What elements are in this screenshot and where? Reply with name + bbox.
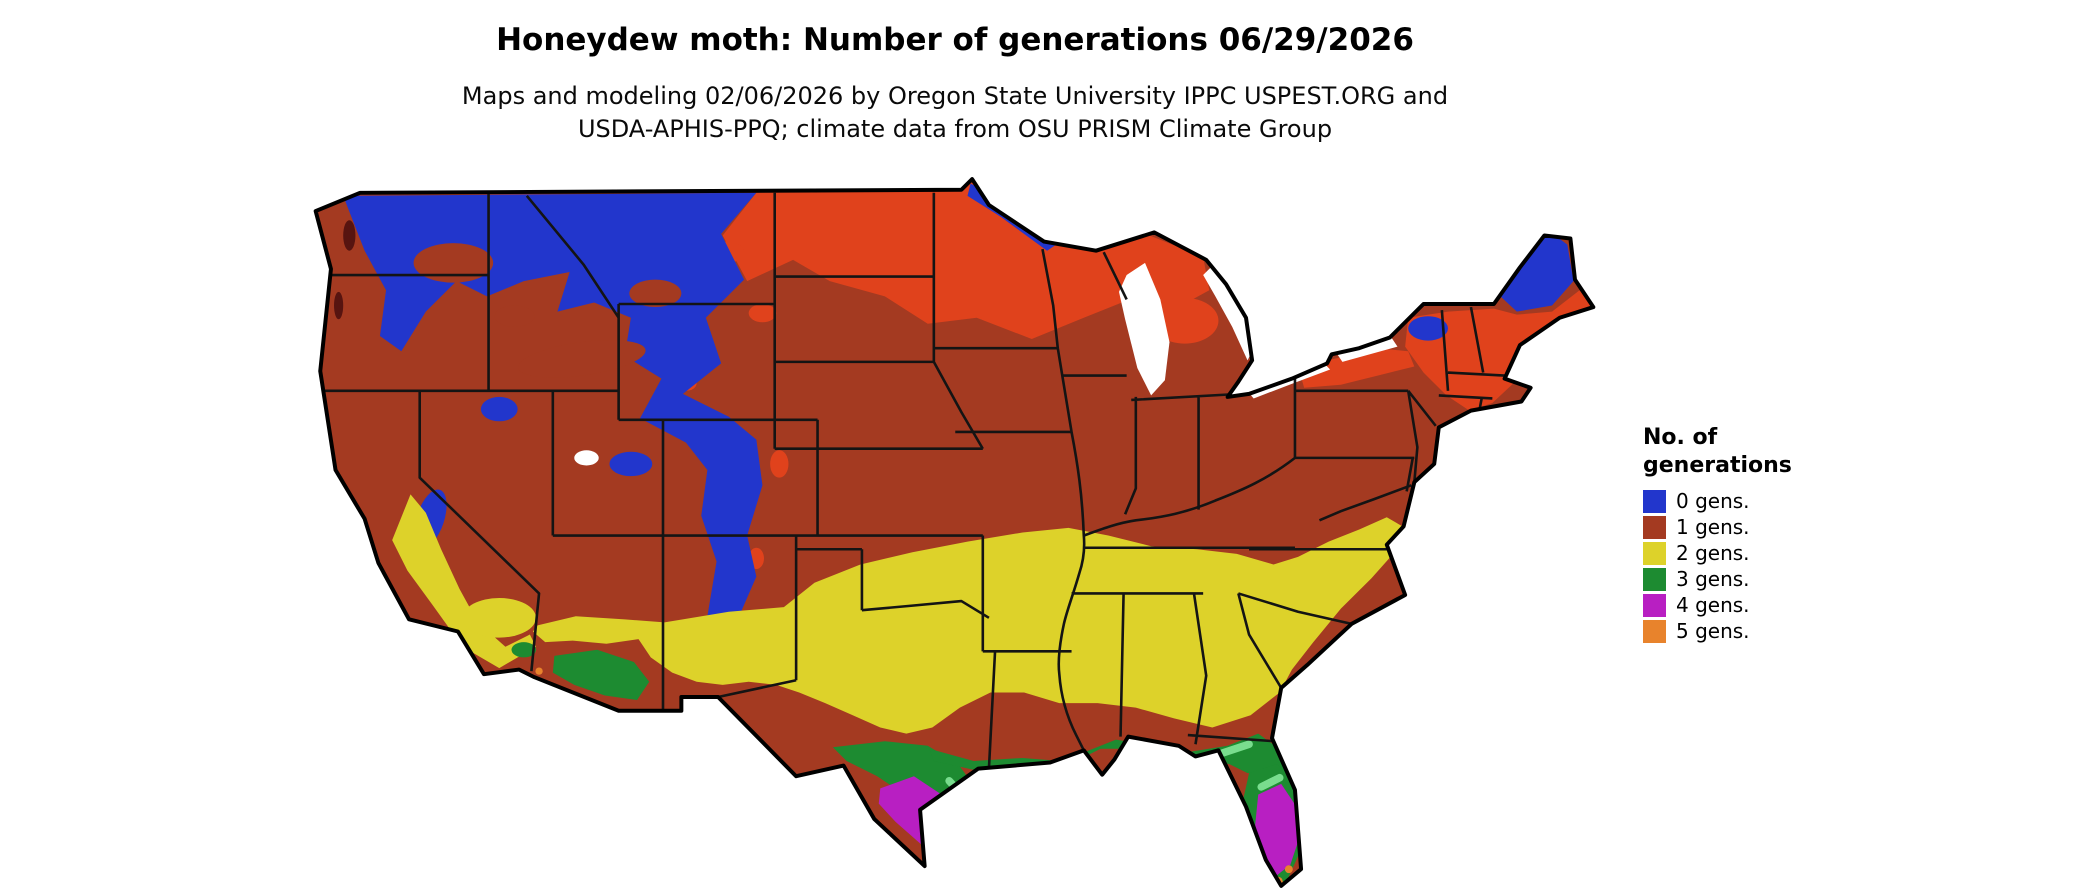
legend-title: No. of generations [1643, 424, 1792, 480]
legend-title-line-2: generations [1643, 453, 1792, 478]
legend-row: 4 gens. [1643, 592, 1792, 618]
legend-label: 5 gens. [1676, 619, 1750, 643]
state-borders [320, 192, 1505, 769]
legend: No. of generations 0 gens. 1 gens. 2 gen… [1643, 424, 1792, 644]
legend-swatch-0-gens [1643, 489, 1666, 513]
legend-label: 0 gens. [1676, 489, 1750, 513]
legend-items: 0 gens. 1 gens. 2 gens. 3 gens. 4 gens. … [1643, 488, 1792, 644]
us-outline [313, 177, 1596, 888]
legend-row: 1 gens. [1643, 514, 1792, 540]
legend-row: 3 gens. [1643, 566, 1792, 592]
legend-swatch-3-gens [1643, 567, 1666, 591]
map-region-1-gens-valleys [334, 220, 682, 378]
legend-label: 3 gens. [1676, 567, 1750, 591]
map-region-2-gens [392, 494, 1406, 734]
legend-label: 4 gens. [1676, 593, 1750, 617]
legend-row: 0 gens. [1643, 488, 1792, 514]
legend-title-line-1: No. of [1643, 425, 1718, 450]
us-generations-map [313, 177, 1596, 888]
legend-label: 2 gens. [1676, 541, 1750, 565]
page-title: Honeydew moth: Number of generations 06/… [496, 22, 1414, 58]
subtitle-line-2: USDA-APHIS-PPQ; climate data from OSU PR… [577, 115, 1333, 143]
legend-row: 5 gens. [1643, 618, 1792, 644]
legend-swatch-2-gens [1643, 541, 1666, 565]
legend-swatch-4-gens [1643, 593, 1666, 617]
legend-row: 2 gens. [1643, 540, 1792, 566]
legend-swatch-5-gens [1643, 619, 1666, 643]
legend-swatch-1-gens [1643, 515, 1666, 539]
subtitle-line-1: Maps and modeling 02/06/2026 by Oregon S… [461, 82, 1449, 110]
legend-label: 1 gens. [1676, 515, 1750, 539]
